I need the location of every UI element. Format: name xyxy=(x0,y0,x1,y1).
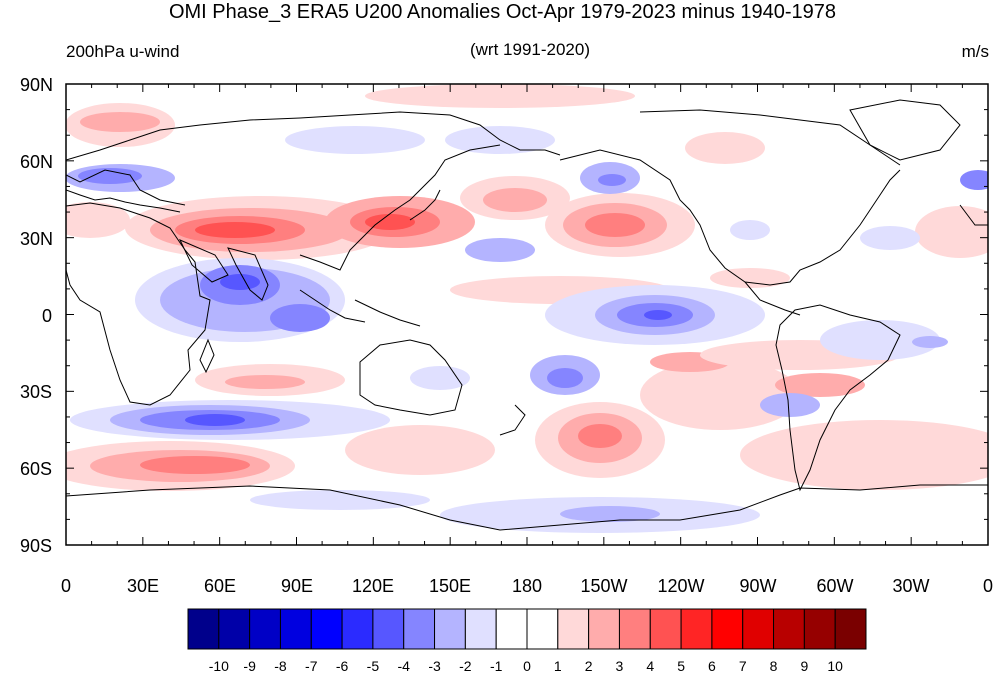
variable-label: 200hPa u-wind xyxy=(66,42,180,61)
lon-label: 0 xyxy=(61,576,71,596)
colorbar-label: -3 xyxy=(428,658,441,674)
colorbar-label: -9 xyxy=(243,658,256,674)
colorbar-swatch xyxy=(434,608,466,650)
colorbar-swatch xyxy=(187,608,220,650)
lon-label: 60E xyxy=(204,576,236,596)
lat-label: 60S xyxy=(20,459,52,479)
colorbar-label: 3 xyxy=(616,658,624,674)
colorbar-label: -10 xyxy=(209,658,229,674)
colorbar-swatch xyxy=(495,608,528,650)
lon-label: 30E xyxy=(127,576,159,596)
lat-label: 90S xyxy=(20,536,52,556)
colorbar-label: 1 xyxy=(554,658,562,674)
colorbar-swatch xyxy=(803,608,836,650)
lat-label: 0 xyxy=(42,306,52,326)
colorbar-swatch xyxy=(618,608,651,650)
lon-label: 90W xyxy=(739,576,776,596)
colorbar-label: -1 xyxy=(490,658,503,674)
colorbar-label: -7 xyxy=(305,658,318,674)
lon-label: 150E xyxy=(429,576,471,596)
lon-label: 150W xyxy=(580,576,627,596)
colorbar-label: -8 xyxy=(274,658,287,674)
colorbar-swatch xyxy=(834,608,867,650)
colorbar-label: 9 xyxy=(800,658,808,674)
colorbar-swatch xyxy=(310,608,343,650)
colorbar-label: 5 xyxy=(677,658,685,674)
colorbar-swatch xyxy=(218,608,251,650)
lon-label: 30W xyxy=(892,576,929,596)
colorbar-label: 6 xyxy=(708,658,716,674)
latitude-labels: 90N 60N 30N 0 30S 60S 90S xyxy=(20,75,53,556)
colorbar-label: -6 xyxy=(336,658,349,674)
colorbar-swatch xyxy=(649,608,682,650)
coastlines xyxy=(66,99,988,531)
colorbar-label: -5 xyxy=(367,658,380,674)
colorbar-label: 4 xyxy=(646,658,654,674)
colorbar-label: 7 xyxy=(739,658,747,674)
colorbar-swatch xyxy=(279,608,312,650)
colorbar-swatch xyxy=(773,608,805,650)
lon-label: 60W xyxy=(816,576,853,596)
lat-label: 30S xyxy=(20,382,52,402)
longitude-labels: 0 30E 60E 90E 120E 150E 180 150W 120W 90… xyxy=(61,576,993,596)
colorbar-swatch xyxy=(742,608,775,650)
colorbar-swatch xyxy=(464,608,497,650)
colorbar-swatch xyxy=(711,608,744,650)
colorbar-swatch xyxy=(557,608,590,650)
colorbar-label: -2 xyxy=(459,658,472,674)
map-title: OMI Phase_3 ERA5 U200 Anomalies Oct-Apr … xyxy=(168,1,837,23)
colorbar-label: 0 xyxy=(523,658,531,674)
colorbar-label: 10 xyxy=(827,658,843,674)
lat-label: 90N xyxy=(20,75,53,95)
lat-label: 60N xyxy=(20,152,53,172)
reference-period-label: (wrt 1991-2020) xyxy=(469,40,590,59)
lon-label: 90E xyxy=(281,576,313,596)
colorbar-swatch xyxy=(588,608,620,650)
anomaly-field xyxy=(66,84,988,545)
colorbar xyxy=(187,608,867,650)
lat-label: 30N xyxy=(20,229,53,249)
colorbar-swatch xyxy=(372,608,405,650)
lon-label: 120E xyxy=(352,576,394,596)
colorbar-swatch xyxy=(526,608,559,650)
colorbar-swatch xyxy=(341,608,374,650)
lon-label: 180 xyxy=(512,576,542,596)
colorbar-label: -4 xyxy=(398,658,411,674)
lon-label: 0 xyxy=(983,576,993,596)
colorbar-swatch xyxy=(680,608,713,650)
colorbar-label: 2 xyxy=(585,658,593,674)
colorbar-labels: -10 -9 -8 -7 -6 -5 -4 -3 -2 -1 0 1 2 3 4 5 6 7 8 9 10 xyxy=(209,658,843,674)
colorbar-swatch xyxy=(403,608,436,650)
lon-label: 120W xyxy=(657,576,704,596)
colorbar-label: 8 xyxy=(770,658,778,674)
axis-ticks xyxy=(65,83,989,546)
colorbar-swatch xyxy=(249,608,281,650)
units-label: m/s xyxy=(961,42,989,61)
